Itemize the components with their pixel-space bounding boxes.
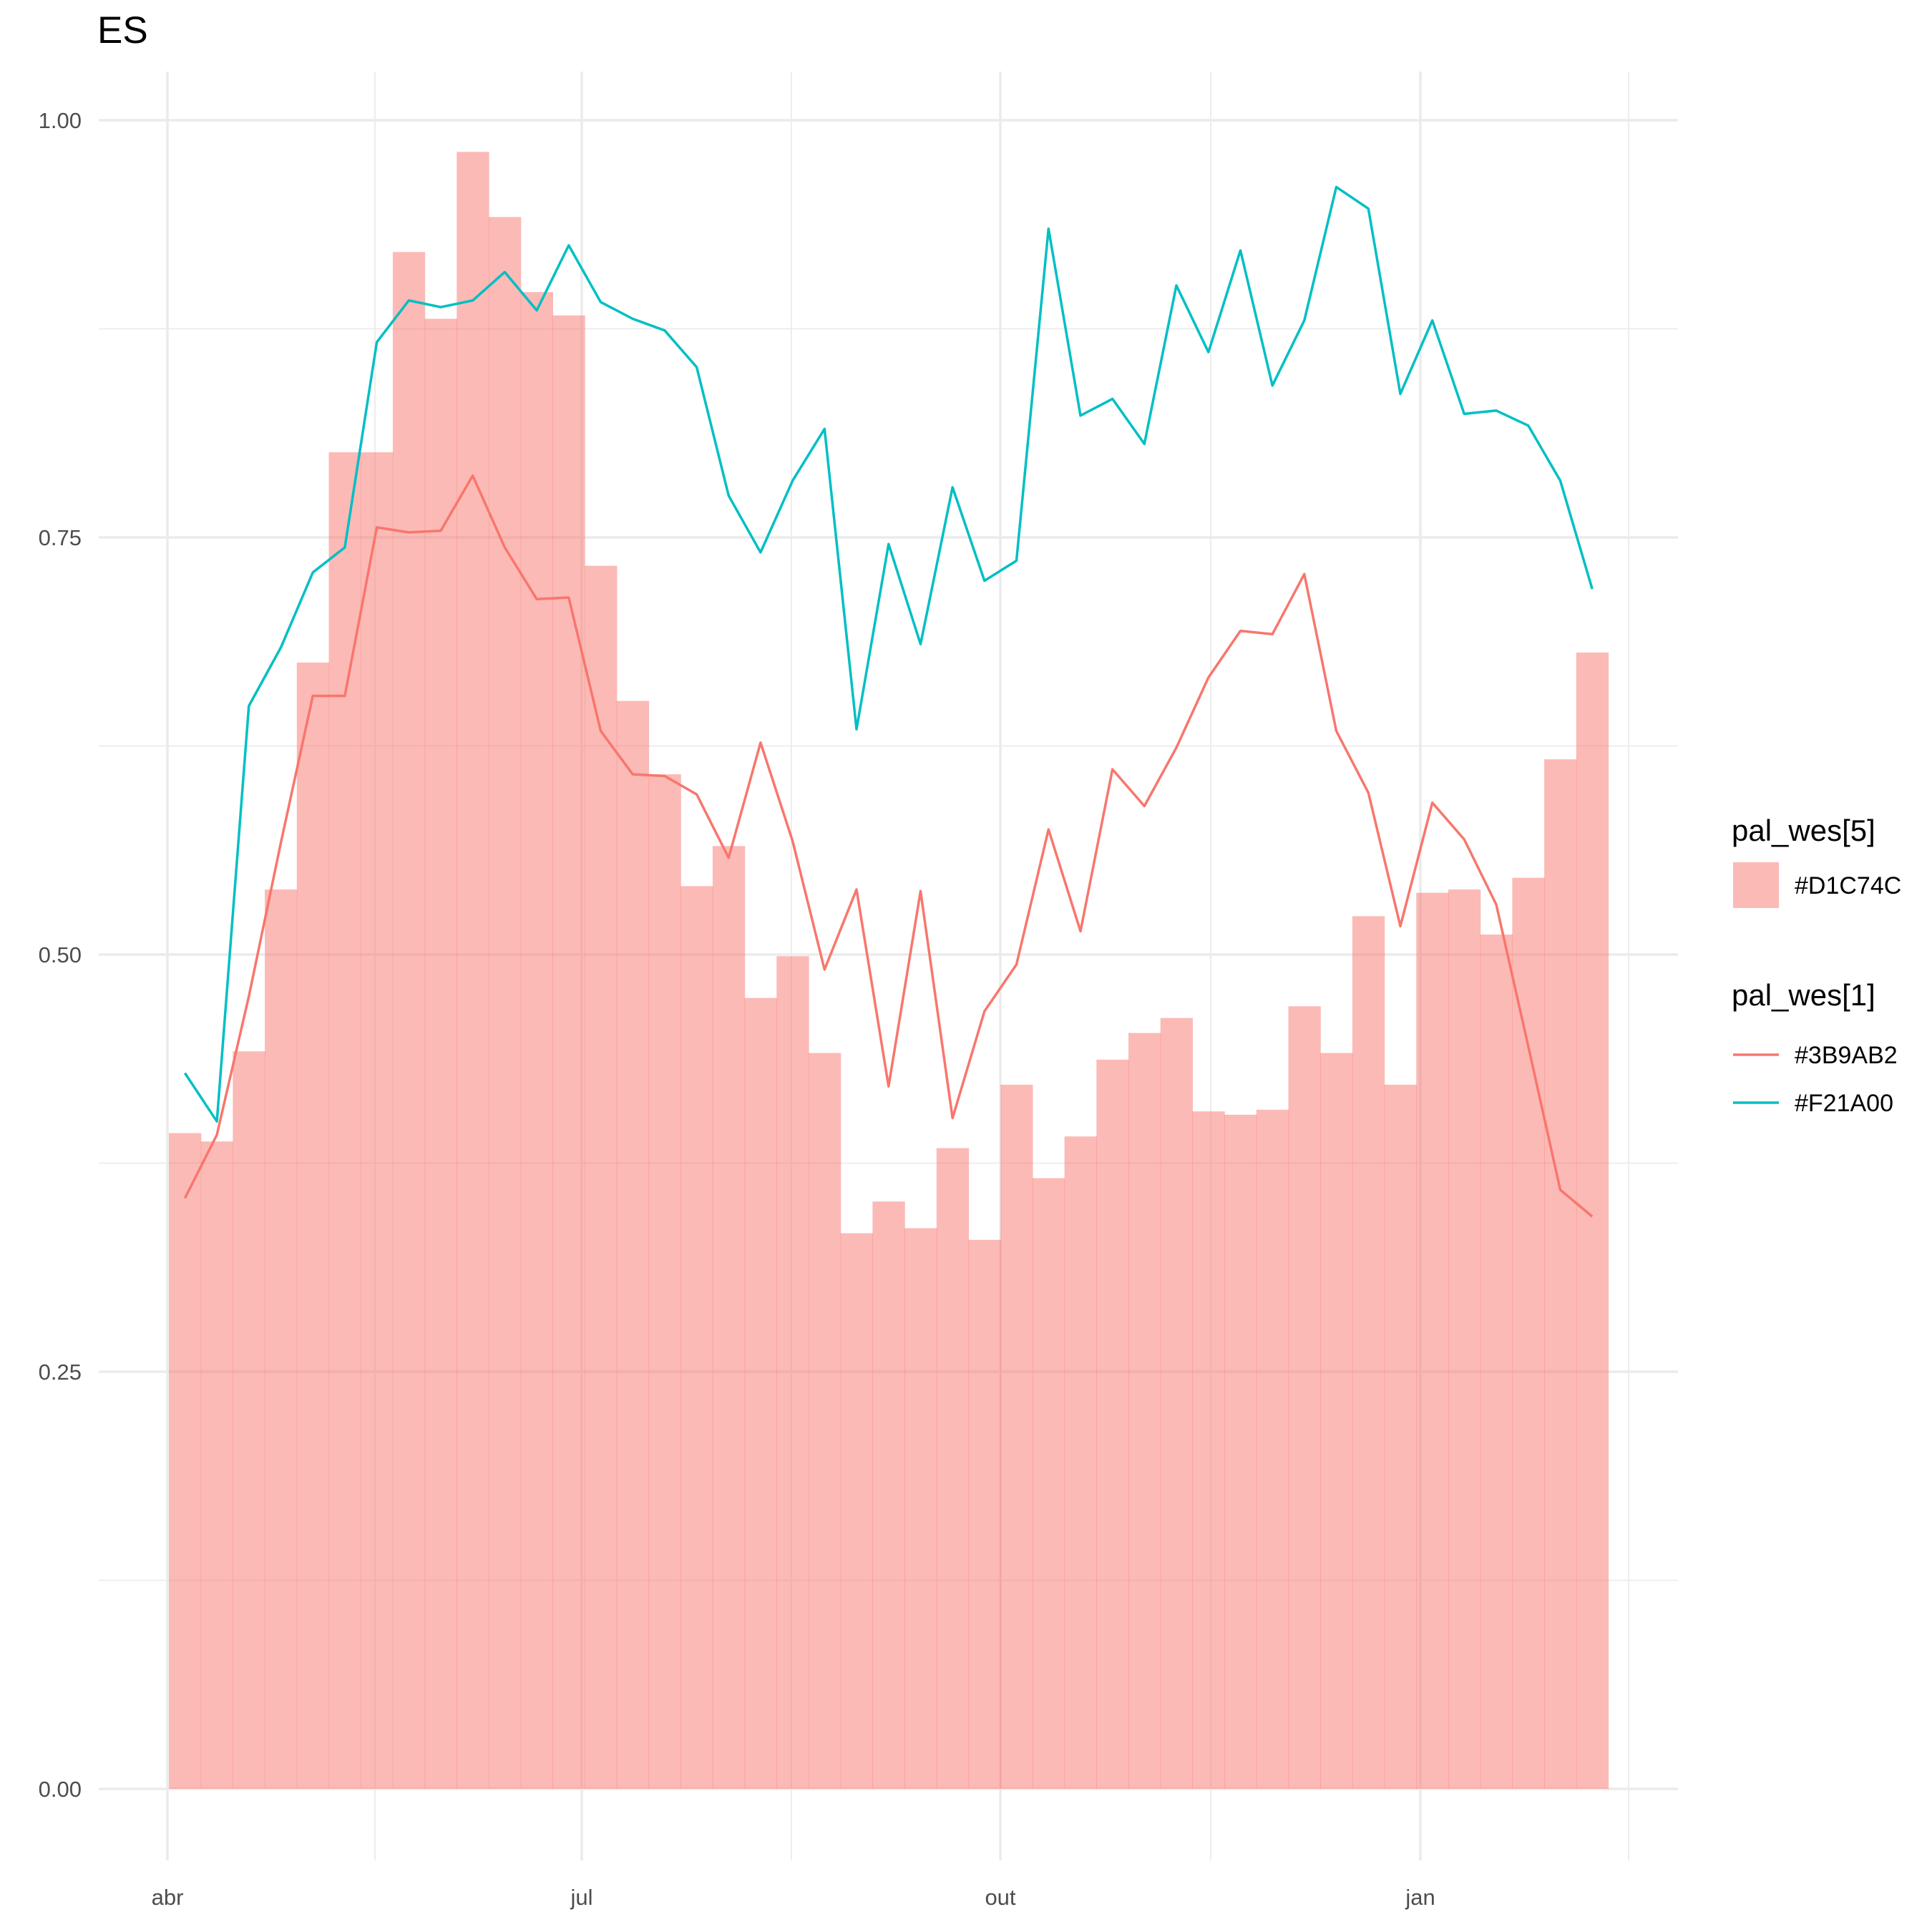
bar bbox=[328, 452, 361, 1789]
legend-title-bars: pal_wes[5] bbox=[1732, 814, 1875, 847]
series-line-1 bbox=[183, 474, 1594, 1218]
bar bbox=[1096, 1059, 1129, 1789]
bar bbox=[361, 452, 394, 1789]
bar bbox=[233, 1051, 265, 1789]
bar bbox=[1288, 1006, 1321, 1789]
legend-key-bar bbox=[1733, 862, 1779, 908]
bar bbox=[1320, 1053, 1353, 1789]
y-tick-label: 0.75 bbox=[39, 525, 82, 550]
bar bbox=[200, 1141, 233, 1789]
bar bbox=[872, 1201, 905, 1789]
legend-label-line-1: #3B9AB2 bbox=[1795, 1042, 1898, 1069]
bar bbox=[1032, 1178, 1065, 1789]
bar bbox=[392, 252, 426, 1789]
bar bbox=[424, 318, 457, 1789]
bar bbox=[809, 1053, 841, 1789]
y-tick-label: 0.00 bbox=[39, 1777, 82, 1802]
bar bbox=[712, 846, 746, 1789]
bar bbox=[1224, 1114, 1257, 1789]
legend-label-bar: #D1C74C bbox=[1795, 872, 1901, 899]
bar bbox=[776, 956, 809, 1789]
legend-title-lines: pal_wes[1] bbox=[1732, 978, 1875, 1012]
bar bbox=[1576, 652, 1609, 1790]
bar bbox=[968, 1239, 1001, 1789]
bar bbox=[648, 774, 681, 1789]
bar bbox=[169, 1133, 202, 1789]
bar bbox=[744, 997, 777, 1789]
bar bbox=[1448, 889, 1481, 1789]
bar bbox=[680, 886, 713, 1789]
bar bbox=[1384, 1084, 1417, 1789]
bar bbox=[265, 889, 298, 1789]
bar bbox=[296, 662, 330, 1789]
x-tick-label: out bbox=[985, 1885, 1015, 1910]
x-tick-label: jul bbox=[570, 1885, 592, 1910]
bar bbox=[1256, 1109, 1289, 1789]
x-tick-label: jan bbox=[1405, 1885, 1435, 1910]
bar bbox=[552, 315, 585, 1789]
bar bbox=[1352, 916, 1385, 1789]
bar bbox=[616, 701, 650, 1789]
bar bbox=[1512, 877, 1545, 1789]
y-axis: 0.00 0.25 0.50 0.75 1.00 bbox=[39, 108, 82, 1802]
x-axis: abr jul out jan bbox=[152, 1885, 1435, 1910]
bar bbox=[1480, 935, 1513, 1789]
bar bbox=[585, 565, 618, 1789]
bar bbox=[457, 152, 489, 1789]
bar bbox=[489, 217, 522, 1789]
lines bbox=[183, 185, 1594, 1218]
y-tick-label: 0.50 bbox=[39, 942, 82, 967]
bar bbox=[936, 1148, 970, 1789]
y-tick-label: 1.00 bbox=[39, 108, 82, 133]
bar bbox=[1064, 1136, 1097, 1789]
bar bbox=[904, 1228, 937, 1789]
series-line-2 bbox=[183, 185, 1594, 1123]
bar bbox=[1160, 1018, 1193, 1789]
legend-label-line-2: #F21A00 bbox=[1795, 1090, 1893, 1117]
x-tick-label: abr bbox=[152, 1885, 184, 1910]
bar bbox=[1128, 1033, 1161, 1789]
bar bbox=[1544, 759, 1577, 1789]
bar bbox=[840, 1233, 873, 1789]
chart-title: ES bbox=[97, 9, 148, 52]
bars bbox=[169, 152, 1609, 1790]
bar bbox=[1000, 1084, 1033, 1789]
bar bbox=[520, 292, 553, 1789]
y-tick-label: 0.25 bbox=[39, 1360, 82, 1385]
bar bbox=[1416, 892, 1449, 1789]
legend: pal_wes[5] #D1C74C pal_wes[1] #3B9AB2 #F… bbox=[1732, 814, 1901, 1117]
bar bbox=[1192, 1111, 1225, 1789]
